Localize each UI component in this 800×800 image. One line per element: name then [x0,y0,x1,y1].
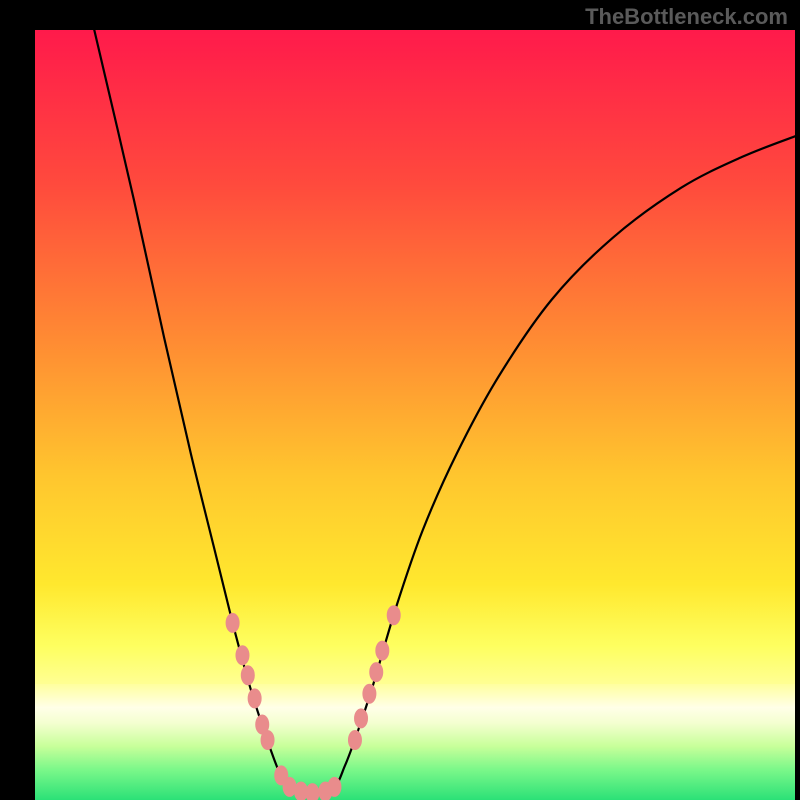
chart-svg [35,30,795,800]
watermark: TheBottleneck.com [585,4,788,30]
marker-point [328,777,341,796]
plot-area [35,30,795,800]
marker-point [248,689,261,708]
marker-point [376,641,389,660]
marker-point [236,646,249,665]
marker-point [387,606,400,625]
marker-group [226,606,400,800]
marker-point [363,684,376,703]
marker-point [370,663,383,682]
marker-point [348,730,361,749]
marker-point [226,613,239,632]
marker-point [306,784,319,800]
bottleneck-curve [94,30,795,792]
marker-point [355,709,368,728]
marker-point [261,730,274,749]
marker-point [241,666,254,685]
